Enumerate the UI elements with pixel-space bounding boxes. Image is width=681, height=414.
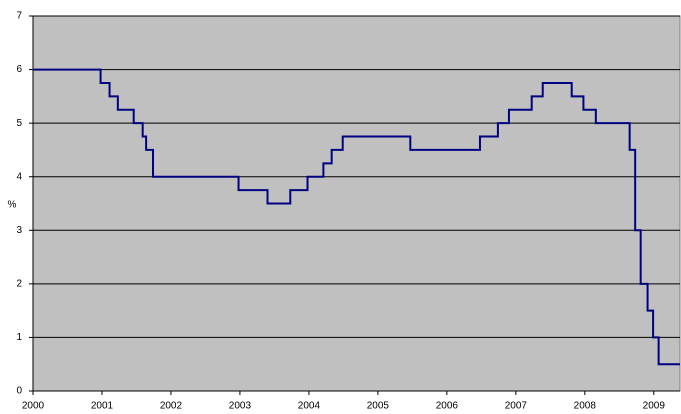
y-tick-label: 3 [16,225,22,236]
x-tick-label: 2009 [643,401,666,412]
x-tick-label: 2003 [229,401,252,412]
y-tick-label: 7 [16,11,22,22]
y-tick-label: 0 [16,386,22,397]
x-tick-label: 2008 [574,401,597,412]
x-tick-label: 2006 [436,401,459,412]
plot-area [32,15,681,392]
y-tick-label: 5 [16,118,22,129]
x-tick-label: 2007 [505,401,528,412]
y-axis-label: % [8,200,17,211]
x-tick-label: 2002 [160,401,183,412]
y-tick-label: 2 [16,278,22,289]
x-tick-label: 2004 [298,401,321,412]
y-tick-label: 1 [16,332,22,343]
x-tick-label: 2001 [91,401,114,412]
y-tick-label: 6 [16,64,22,75]
y-tick-label: 4 [16,171,22,182]
x-tick-label: 2000 [22,401,45,412]
step-line [33,68,680,366]
x-tick-label: 2005 [367,401,390,412]
